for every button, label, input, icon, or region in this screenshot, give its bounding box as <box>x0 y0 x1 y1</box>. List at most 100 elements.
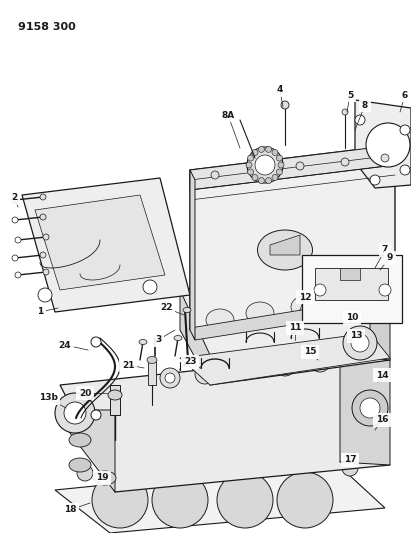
Circle shape <box>342 109 348 115</box>
Circle shape <box>200 369 210 379</box>
Circle shape <box>40 214 46 220</box>
Bar <box>110 385 120 415</box>
Circle shape <box>360 398 380 418</box>
Ellipse shape <box>291 296 319 318</box>
Circle shape <box>352 390 388 426</box>
Circle shape <box>255 155 275 175</box>
Circle shape <box>370 175 380 185</box>
Circle shape <box>195 364 215 384</box>
Circle shape <box>366 123 410 167</box>
Polygon shape <box>180 265 390 385</box>
Polygon shape <box>180 333 390 385</box>
Circle shape <box>275 356 295 376</box>
Text: 13: 13 <box>350 332 362 341</box>
Text: 2: 2 <box>11 193 17 203</box>
Text: 5: 5 <box>347 91 353 100</box>
Circle shape <box>400 125 410 135</box>
Circle shape <box>92 472 148 528</box>
Ellipse shape <box>94 471 116 485</box>
Bar <box>302 255 402 323</box>
Circle shape <box>217 472 273 528</box>
Text: 19: 19 <box>96 473 109 482</box>
Circle shape <box>247 155 254 161</box>
Text: 8: 8 <box>362 101 368 109</box>
Polygon shape <box>190 170 195 340</box>
Ellipse shape <box>287 283 323 321</box>
Circle shape <box>314 284 326 296</box>
Circle shape <box>43 269 49 275</box>
Circle shape <box>12 255 18 261</box>
Ellipse shape <box>202 296 238 334</box>
Text: 7: 7 <box>382 246 388 254</box>
Circle shape <box>272 174 278 181</box>
Circle shape <box>341 158 349 166</box>
Circle shape <box>272 149 278 156</box>
Circle shape <box>296 162 304 170</box>
Polygon shape <box>190 145 395 190</box>
Circle shape <box>342 460 358 476</box>
Polygon shape <box>60 410 115 492</box>
Text: 13b: 13b <box>39 393 58 402</box>
Text: 24: 24 <box>59 341 72 350</box>
Circle shape <box>247 169 254 175</box>
Circle shape <box>278 162 284 168</box>
Circle shape <box>91 337 101 347</box>
Circle shape <box>252 174 258 181</box>
Text: 11: 11 <box>289 324 301 333</box>
Circle shape <box>355 115 365 125</box>
Bar <box>148 360 156 385</box>
Circle shape <box>277 155 282 161</box>
Circle shape <box>64 402 86 424</box>
Circle shape <box>235 360 255 380</box>
Circle shape <box>15 272 21 278</box>
Polygon shape <box>270 235 300 255</box>
Ellipse shape <box>139 340 147 344</box>
Polygon shape <box>355 100 411 188</box>
Circle shape <box>77 465 93 481</box>
Circle shape <box>38 288 52 302</box>
Polygon shape <box>340 355 390 465</box>
Circle shape <box>15 237 21 243</box>
Ellipse shape <box>254 328 262 334</box>
Ellipse shape <box>206 309 234 331</box>
Circle shape <box>160 368 180 388</box>
Circle shape <box>55 393 95 433</box>
Circle shape <box>12 197 18 203</box>
Ellipse shape <box>108 390 122 400</box>
Circle shape <box>259 177 264 183</box>
Circle shape <box>12 217 18 223</box>
Circle shape <box>40 252 46 258</box>
Circle shape <box>259 147 264 152</box>
Text: 8A: 8A <box>222 110 235 119</box>
Circle shape <box>266 177 272 183</box>
Text: 16: 16 <box>376 416 388 424</box>
Text: 12: 12 <box>299 293 311 302</box>
Text: 6: 6 <box>402 91 408 100</box>
Circle shape <box>251 166 259 174</box>
Ellipse shape <box>329 321 337 327</box>
Text: 3: 3 <box>155 335 161 344</box>
Circle shape <box>165 373 175 383</box>
Circle shape <box>152 472 208 528</box>
Circle shape <box>379 284 391 296</box>
Text: 21: 21 <box>122 360 134 369</box>
Circle shape <box>310 352 330 372</box>
Circle shape <box>247 147 283 183</box>
Polygon shape <box>180 290 210 385</box>
Text: 23: 23 <box>184 358 196 367</box>
Circle shape <box>266 147 272 152</box>
Polygon shape <box>340 268 360 280</box>
Text: 18: 18 <box>64 505 76 514</box>
Polygon shape <box>60 355 390 492</box>
Ellipse shape <box>174 335 182 341</box>
Polygon shape <box>315 268 388 300</box>
Circle shape <box>400 165 410 175</box>
Ellipse shape <box>242 289 278 327</box>
Circle shape <box>240 365 250 375</box>
Circle shape <box>143 280 157 294</box>
Polygon shape <box>22 178 190 312</box>
Text: 22: 22 <box>160 303 172 312</box>
Circle shape <box>281 101 289 109</box>
Ellipse shape <box>69 403 91 417</box>
Circle shape <box>252 149 258 156</box>
